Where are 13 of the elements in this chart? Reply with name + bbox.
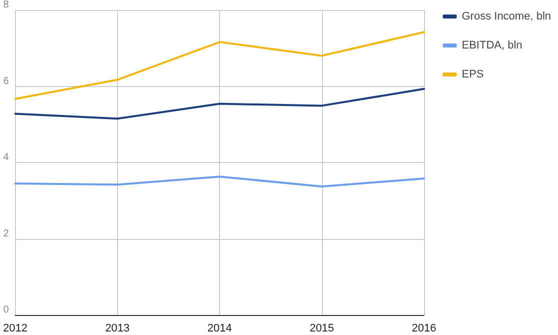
y-tick-label: 2 bbox=[3, 228, 10, 240]
y-tick-label: 6 bbox=[3, 76, 10, 87]
x-tick-label: 2015 bbox=[310, 322, 334, 334]
y-tick-label: 4 bbox=[3, 152, 10, 163]
legend-label: EBITDA, bln bbox=[462, 40, 522, 52]
x-tick-label: 2013 bbox=[105, 322, 130, 334]
y-tick-label: 8 bbox=[3, 0, 10, 10]
legend-label: EPS bbox=[462, 68, 484, 80]
legend-label: Gross Income, bln bbox=[462, 10, 552, 22]
y-tick-label: 0 bbox=[3, 304, 10, 316]
x-tick-label: 2014 bbox=[207, 322, 232, 334]
x-tick-label: 2012 bbox=[2, 322, 28, 334]
x-tick-label: 2016 bbox=[412, 322, 436, 334]
